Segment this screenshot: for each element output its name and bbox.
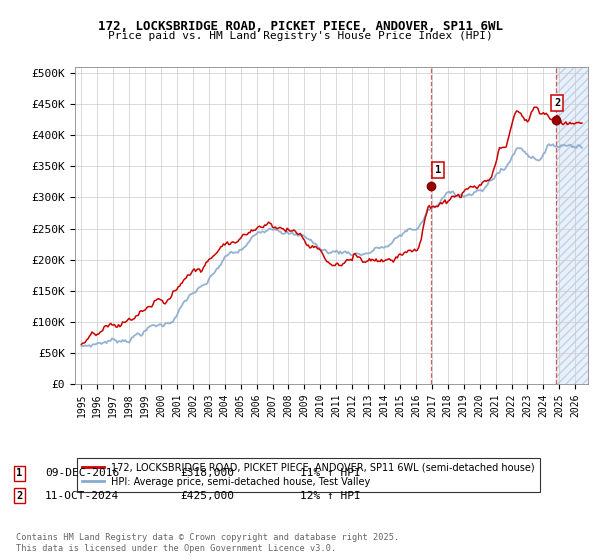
Text: 12% ↑ HPI: 12% ↑ HPI (300, 491, 361, 501)
Text: 1: 1 (434, 165, 441, 175)
Text: 11-OCT-2024: 11-OCT-2024 (45, 491, 119, 501)
Legend: 172, LOCKSBRIDGE ROAD, PICKET PIECE, ANDOVER, SP11 6WL (semi-detached house), HP: 172, LOCKSBRIDGE ROAD, PICKET PIECE, AND… (77, 458, 540, 492)
Text: 09-DEC-2016: 09-DEC-2016 (45, 468, 119, 478)
Text: Contains HM Land Registry data © Crown copyright and database right 2025.
This d: Contains HM Land Registry data © Crown c… (16, 533, 400, 553)
Text: 172, LOCKSBRIDGE ROAD, PICKET PIECE, ANDOVER, SP11 6WL: 172, LOCKSBRIDGE ROAD, PICKET PIECE, AND… (97, 20, 503, 32)
Text: 1: 1 (16, 468, 22, 478)
Text: Price paid vs. HM Land Registry's House Price Index (HPI): Price paid vs. HM Land Registry's House … (107, 31, 493, 41)
Bar (556, 67, 591, 384)
Bar (556, 67, 591, 384)
Text: 2: 2 (16, 491, 22, 501)
Text: 2: 2 (554, 99, 560, 108)
Text: £425,000: £425,000 (180, 491, 234, 501)
Text: 11% ↑ HPI: 11% ↑ HPI (300, 468, 361, 478)
Text: £318,000: £318,000 (180, 468, 234, 478)
